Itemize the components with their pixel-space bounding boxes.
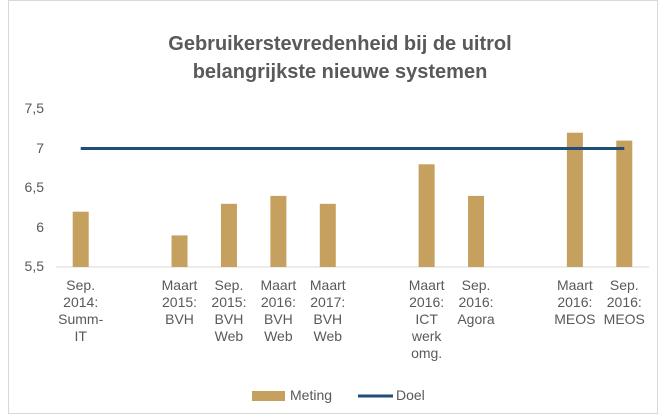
bar: [220, 203, 237, 267]
bar: [270, 195, 287, 267]
bar: [468, 195, 485, 267]
bar: [566, 132, 583, 267]
x-tick-label: Maart 2016: BVH Web: [260, 277, 297, 344]
legend-label: Meting: [290, 387, 333, 403]
y-tick-label: 7: [36, 139, 44, 156]
y-tick-label: 7,5: [24, 100, 44, 116]
bar: [418, 164, 435, 267]
bar: [319, 203, 336, 267]
y-tick-label: 6: [36, 218, 44, 235]
y-tick-label: 6,5: [24, 179, 44, 195]
x-tick-label: Sep. 2014: Summ- IT: [58, 277, 104, 344]
x-tick-label: Sep. 2016: Agora: [457, 277, 495, 327]
bar: [616, 140, 633, 267]
bar: [171, 235, 188, 267]
x-tick-label: Maart 2017: BVH Web: [309, 277, 346, 344]
bar: [72, 211, 89, 267]
x-tick-label: Maart 2015: BVH: [161, 277, 198, 327]
legend-swatch: [252, 391, 285, 401]
y-tick-label: 5,5: [24, 258, 44, 274]
x-tick-label: Sep. 2015: BVH Web: [211, 277, 247, 344]
chart-title: Gebruikerstevredenheid bij de uitrol bel…: [168, 33, 512, 83]
legend-label: Doel: [396, 387, 425, 403]
x-tick-label: Sep. 2016: MEOS: [603, 277, 645, 327]
x-tick-label: Maart 2016: ICT werk omg.: [408, 277, 445, 361]
x-tick-label: Maart 2016: MEOS: [554, 277, 596, 327]
